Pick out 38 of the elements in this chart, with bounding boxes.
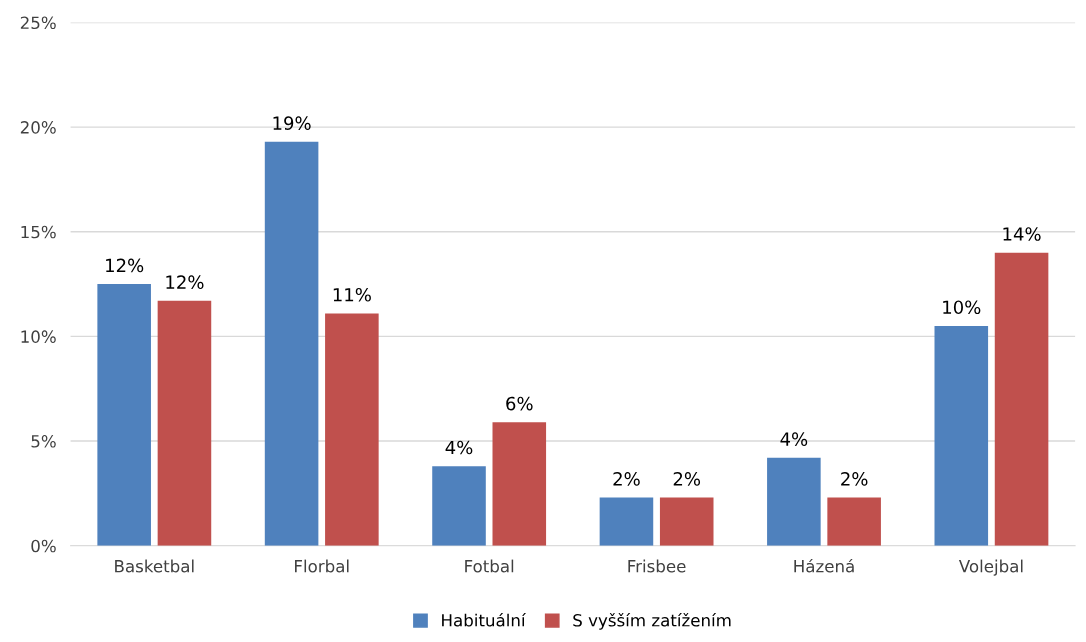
bar bbox=[492, 422, 547, 546]
x-tick-label: Frisbee bbox=[628, 559, 686, 573]
data-label: 19% bbox=[273, 116, 311, 130]
y-tick-label: 0% bbox=[31, 539, 56, 553]
x-tick-label: Florbal bbox=[295, 559, 349, 573]
data-label: 11% bbox=[333, 287, 371, 302]
data-label: 6% bbox=[506, 396, 533, 411]
bar bbox=[432, 466, 486, 546]
bar bbox=[827, 497, 881, 546]
bar bbox=[934, 325, 989, 546]
bar bbox=[659, 497, 714, 546]
y-tick-label: 15% bbox=[21, 225, 56, 239]
y-tick-label: 20% bbox=[20, 121, 56, 134]
bar bbox=[157, 300, 212, 546]
data-label: 4% bbox=[780, 432, 808, 446]
data-label: 12% bbox=[106, 258, 144, 273]
bar bbox=[767, 457, 821, 546]
bar bbox=[264, 141, 319, 546]
bar bbox=[599, 497, 654, 546]
x-tick-label: Fotbal bbox=[465, 559, 514, 573]
x-tick-label: Házená bbox=[794, 558, 854, 573]
x-tick-label: Volejbal bbox=[958, 559, 1023, 576]
x-tick-label: Basketbal bbox=[115, 559, 194, 573]
bar bbox=[994, 252, 1049, 546]
legend-label: Habituální bbox=[442, 613, 526, 627]
data-label: 2% bbox=[841, 472, 868, 486]
y-tick-label: 10% bbox=[21, 330, 56, 343]
data-label: 4% bbox=[445, 440, 473, 455]
data-label: 10% bbox=[943, 300, 981, 315]
legend-label: S vyšším zatížením bbox=[573, 613, 731, 630]
bar bbox=[97, 284, 151, 546]
data-label: 2% bbox=[673, 472, 701, 486]
data-label: 2% bbox=[613, 472, 640, 486]
bar bbox=[325, 313, 379, 546]
y-tick-label: 25% bbox=[20, 16, 56, 30]
data-label: 14% bbox=[1003, 227, 1041, 241]
data-label: 12% bbox=[166, 275, 204, 289]
y-tick-label: 5% bbox=[31, 435, 56, 448]
